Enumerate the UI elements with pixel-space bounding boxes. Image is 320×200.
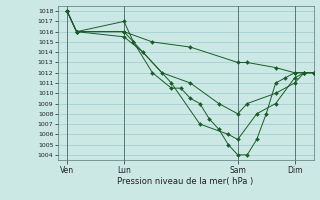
X-axis label: Pression niveau de la mer( hPa ): Pression niveau de la mer( hPa ) <box>117 177 254 186</box>
